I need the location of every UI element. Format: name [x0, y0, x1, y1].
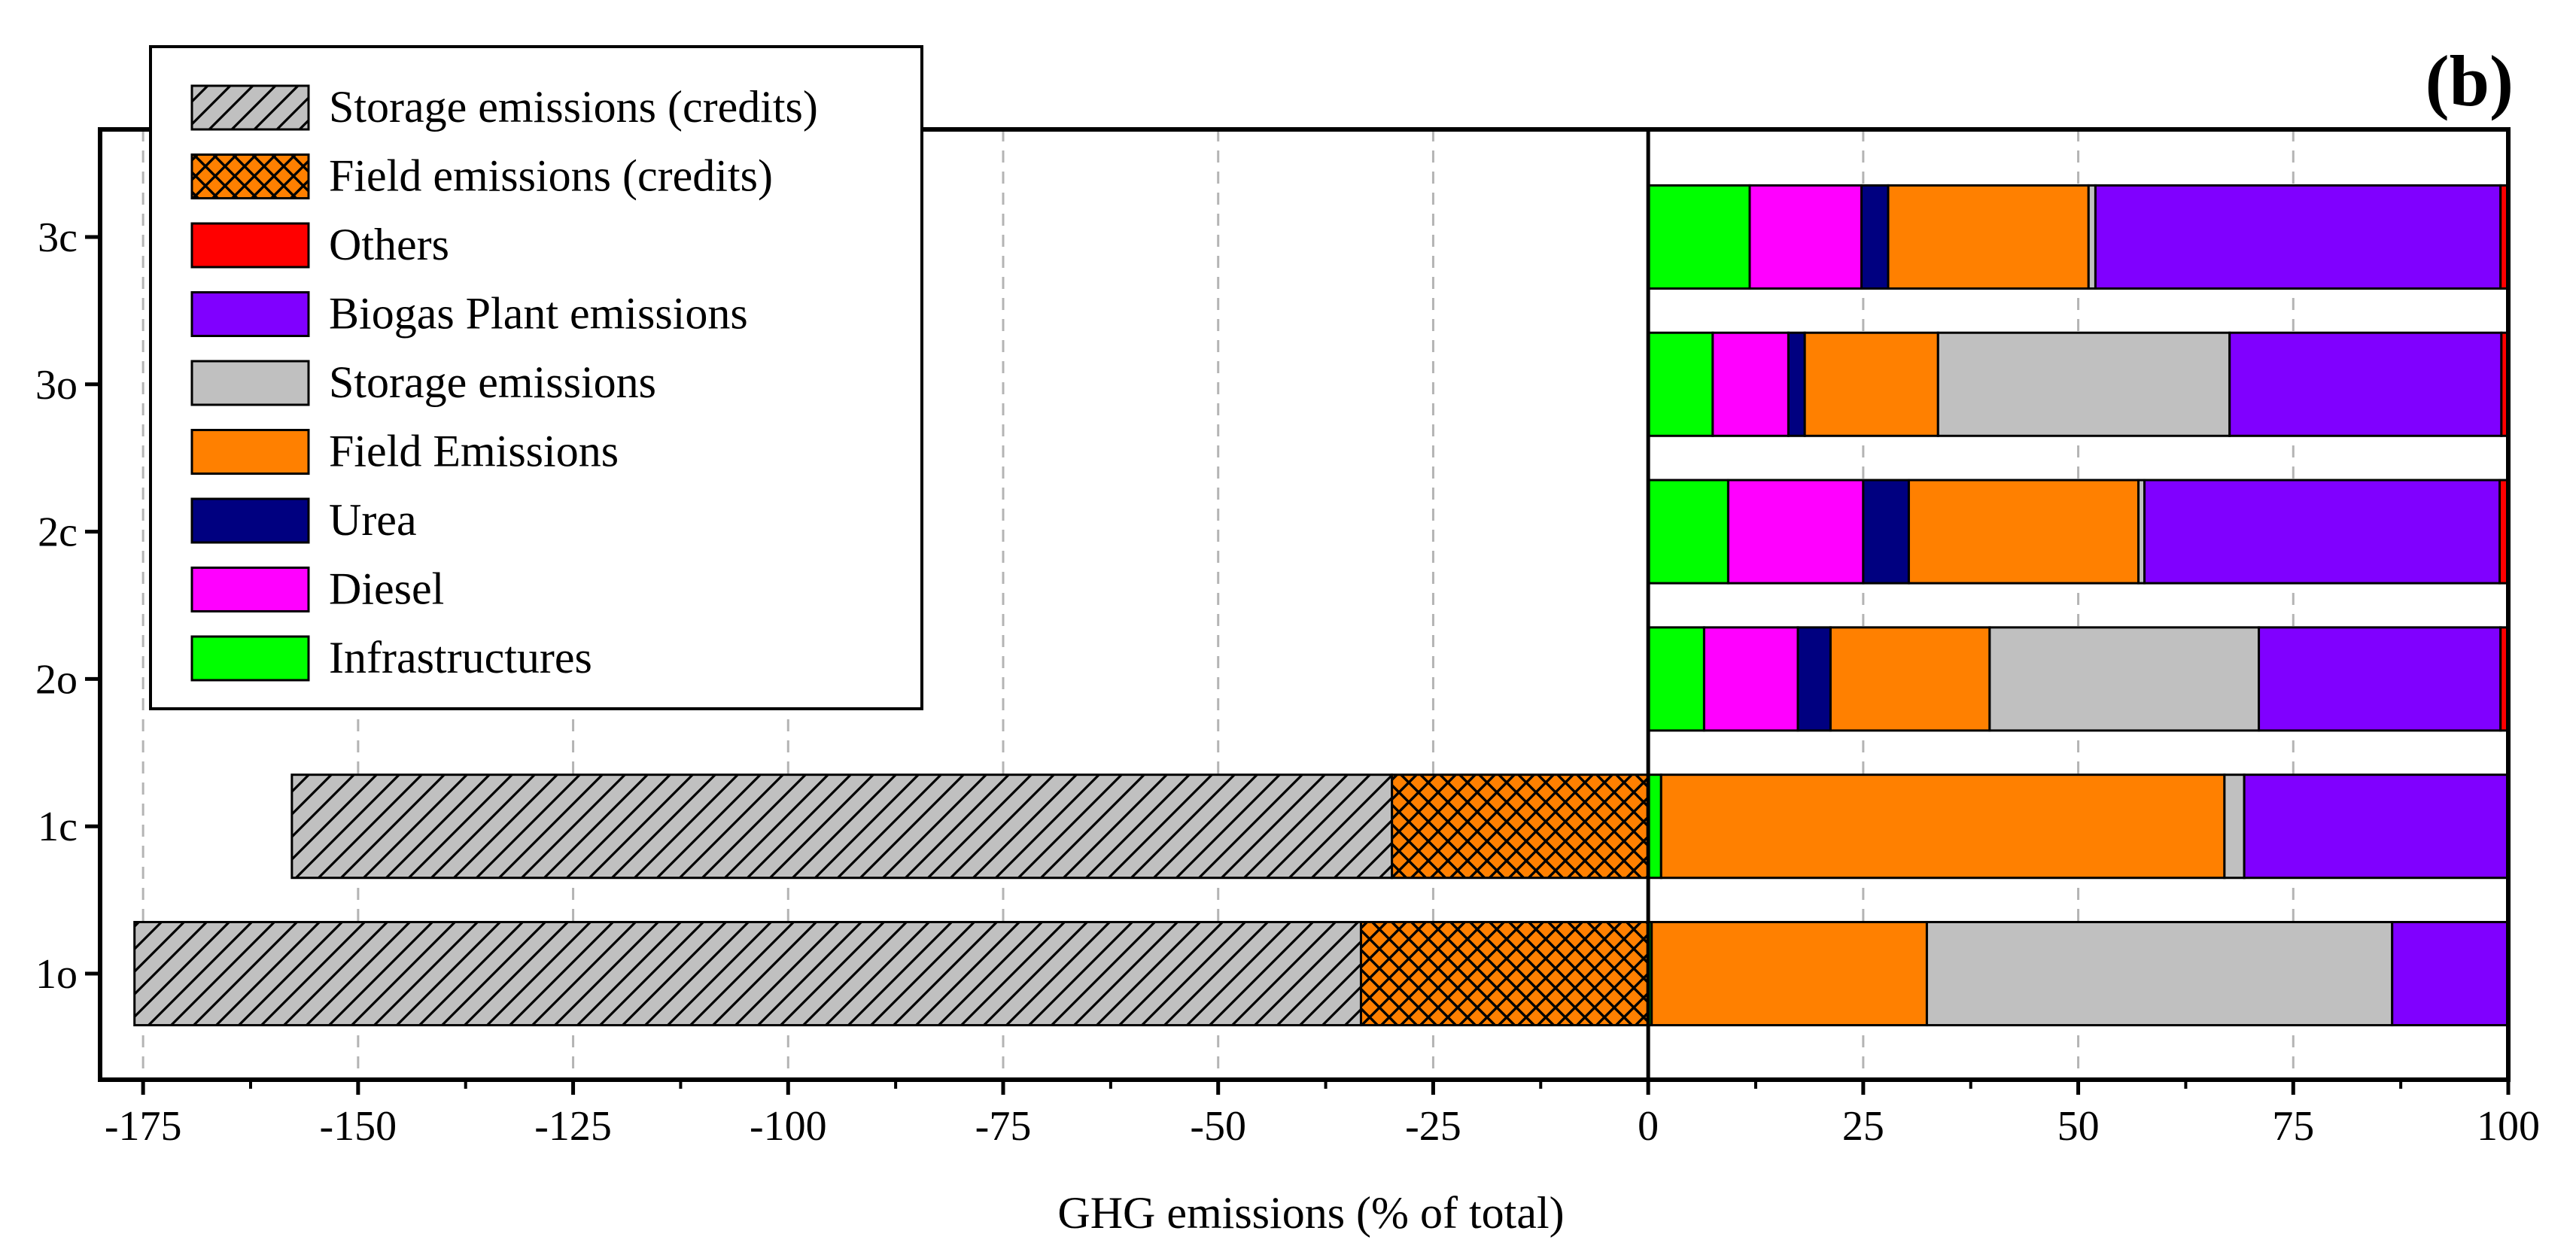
y-tick-label-3o: 3o — [35, 362, 78, 409]
legend-label-storage-emissions: Storage emissions — [329, 357, 656, 407]
bar-1o-biogas-plant-emissions — [2391, 920, 2510, 1027]
legend-swatch-urea — [190, 497, 310, 544]
bar-3c-field-emissions — [1887, 184, 2090, 290]
bar-2c-infrastructures — [1647, 479, 1729, 585]
legend-label-others: Others — [329, 220, 449, 269]
panel-label: (b) — [2425, 41, 2514, 121]
legend-label-biogas-plant-emissions: Biogas Plant emissions — [329, 289, 748, 339]
bar-3c-diesel — [1748, 184, 1863, 290]
y-tick-label-2o: 2o — [35, 656, 78, 703]
x-tick-label-75: 75 — [2272, 1103, 2314, 1150]
plot-frame — [98, 127, 2511, 1082]
bar-3o-storage-emissions — [1936, 331, 2231, 437]
legend: Storage emissions (credits) Field emissio… — [149, 45, 923, 710]
axes: -175 -150 -125 -100 -75 -50 -25 0 25 50 75 100 1o 1c 2… — [35, 127, 2540, 1150]
bars — [133, 184, 2510, 1027]
x-tick-label-0: 0 — [1638, 1103, 1659, 1150]
x-tick-label--75: -75 — [975, 1103, 1032, 1150]
bar-1c-field-emissions — [1659, 773, 2226, 880]
bar-3c-biogas-plant-emissions — [2094, 184, 2502, 290]
bar-2c-field-emissions — [1907, 479, 2140, 585]
bar-1c-field-emissions-credits — [1391, 773, 1650, 880]
bar-3o-biogas-plant-emissions — [2228, 331, 2503, 437]
bar-2o-urea — [1796, 626, 1832, 732]
bar-2o-infrastructures — [1647, 626, 1705, 732]
bar-2o-biogas-plant-emissions — [2258, 626, 2502, 732]
bar-1c-biogas-plant-emissions — [2243, 773, 2510, 880]
x-tick-label--100: -100 — [750, 1103, 827, 1150]
bar-3o-urea — [1787, 331, 1806, 437]
legend-label-field-emissions: Field Emissions — [329, 427, 619, 476]
x-tick-label--125: -125 — [534, 1103, 612, 1150]
legend-swatch-others — [190, 222, 310, 269]
bar-2o-diesel — [1702, 626, 1799, 732]
legend-swatch-biogas-plant-emissions — [190, 291, 310, 337]
x-tick-label--150: -150 — [320, 1103, 397, 1150]
bar-1c-storage-emissions — [2223, 773, 2246, 880]
legend-label-storage-emissions-credits: Storage emissions (credits) — [329, 82, 818, 132]
x-tick-label-25: 25 — [1842, 1103, 1884, 1150]
y-tick-label-1c: 1c — [38, 804, 78, 850]
x-tick-label--50: -50 — [1190, 1103, 1246, 1150]
legend-swatch-field-emissions-credits — [190, 153, 310, 199]
bar-2o-field-emissions — [1829, 626, 1991, 732]
bar-3o-diesel — [1711, 331, 1790, 437]
bar-1o-storage-emissions — [1925, 920, 2394, 1027]
y-tick-label-1o: 1o — [35, 951, 78, 998]
bar-3c-infrastructures — [1647, 184, 1751, 290]
legend-swatch-storage-emissions-credits — [190, 84, 310, 131]
bar-1c-infrastructures — [1647, 773, 1662, 880]
bar-2c-diesel — [1726, 479, 1865, 585]
bar-1o-field-emissions — [1650, 920, 1928, 1027]
legend-swatch-storage-emissions — [190, 360, 310, 406]
legend-label-urea: Urea — [329, 495, 417, 545]
x-tick-label--25: -25 — [1405, 1103, 1461, 1150]
bar-1o-field-emissions-credits — [1359, 920, 1650, 1027]
bar-1o-storage-emissions-credits — [133, 920, 1362, 1027]
bar-3o-infrastructures — [1647, 331, 1714, 437]
y-tick-label-2c: 2c — [38, 509, 78, 556]
legend-swatch-field-emissions — [190, 429, 310, 475]
legend-swatch-infrastructures — [190, 635, 310, 682]
bar-2o-storage-emissions — [1988, 626, 2261, 732]
legend-label-infrastructures: Infrastructures — [329, 633, 592, 682]
bar-2c-urea — [1862, 479, 1910, 585]
bar-3c-urea — [1860, 184, 1890, 290]
x-tick-label--175: -175 — [105, 1103, 182, 1150]
legend-swatch-diesel — [190, 567, 310, 612]
x-tick-label-50: 50 — [2057, 1103, 2100, 1150]
legend-label-diesel: Diesel — [329, 564, 444, 614]
y-tick-label-3c: 3c — [38, 214, 78, 261]
bar-3o-field-emissions — [1803, 331, 1939, 437]
x-axis-title: GHG emissions (% of total) — [1057, 1188, 1564, 1238]
bar-1c-storage-emissions-credits — [290, 773, 1394, 880]
bar-2c-biogas-plant-emissions — [2143, 479, 2501, 585]
legend-label-field-emissions-credits: Field emissions (credits) — [329, 151, 773, 201]
x-tick-label-100: 100 — [2477, 1103, 2540, 1150]
